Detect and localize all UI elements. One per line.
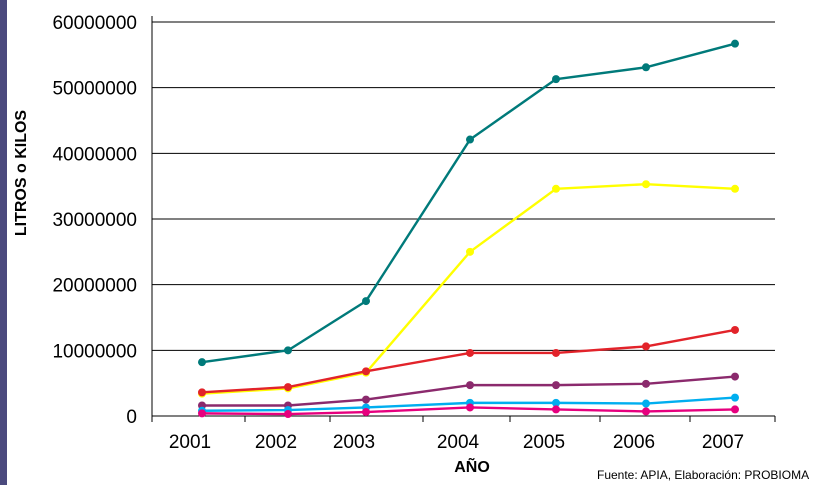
y-axis-title: LITROS o KILOS bbox=[13, 110, 30, 237]
chart-axes bbox=[151, 16, 776, 422]
data-point bbox=[466, 348, 474, 357]
data-point bbox=[362, 395, 370, 404]
series-6 bbox=[198, 403, 739, 419]
data-point bbox=[552, 381, 560, 390]
x-tick-label: 2004 bbox=[437, 432, 480, 453]
x-tick-label: 2001 bbox=[169, 432, 211, 453]
data-point bbox=[284, 346, 292, 355]
x-tick-label: 2005 bbox=[523, 432, 565, 453]
data-point bbox=[642, 63, 650, 72]
data-point bbox=[731, 393, 739, 402]
data-point bbox=[552, 398, 560, 407]
series-3 bbox=[198, 325, 739, 397]
data-point bbox=[362, 408, 370, 417]
data-point bbox=[466, 403, 474, 412]
data-point bbox=[642, 399, 650, 408]
data-point bbox=[198, 358, 206, 367]
grid-lines bbox=[152, 21, 775, 351]
data-point bbox=[642, 342, 650, 351]
y-tick-label: 30000000 bbox=[52, 210, 137, 231]
y-tick-label: 50000000 bbox=[52, 79, 137, 100]
data-point bbox=[731, 405, 739, 414]
x-axis-tick-labels: 2001 2002 2003 2004 2005 2006 2007 bbox=[169, 432, 744, 453]
data-point bbox=[466, 381, 474, 390]
series-line bbox=[201, 42, 736, 364]
series-1 bbox=[198, 39, 739, 367]
data-point bbox=[731, 325, 739, 334]
data-point bbox=[198, 409, 206, 418]
data-point bbox=[642, 407, 650, 416]
data-point bbox=[642, 379, 650, 388]
y-tick-label: 0 bbox=[126, 407, 137, 428]
data-point bbox=[466, 135, 474, 144]
series-line bbox=[201, 182, 736, 395]
data-point bbox=[731, 184, 739, 193]
y-tick-label: 40000000 bbox=[52, 144, 137, 165]
data-series bbox=[198, 39, 739, 419]
x-tick-label: 2003 bbox=[333, 432, 375, 453]
x-tick-label: 2007 bbox=[702, 432, 744, 453]
left-border-strip bbox=[0, 0, 7, 485]
data-point bbox=[198, 388, 206, 397]
data-point bbox=[552, 348, 560, 357]
data-point bbox=[552, 405, 560, 414]
y-tick-label: 20000000 bbox=[52, 276, 137, 297]
y-tick-label: 60000000 bbox=[52, 13, 137, 34]
data-point bbox=[642, 180, 650, 189]
data-point bbox=[731, 39, 739, 48]
data-point bbox=[466, 247, 474, 256]
x-axis-title: AÑO bbox=[454, 456, 490, 476]
data-point bbox=[552, 184, 560, 193]
source-note: Fuente: APIA, Elaboración: PROBIOMA bbox=[597, 468, 809, 482]
series-2 bbox=[198, 180, 739, 398]
data-point bbox=[362, 297, 370, 306]
y-axis-tick-labels: 0 10000000 20000000 30000000 40000000 5000000… bbox=[52, 13, 137, 428]
x-tick-label: 2006 bbox=[613, 432, 655, 453]
data-point bbox=[552, 75, 560, 84]
x-tick-label: 2002 bbox=[255, 432, 297, 453]
data-point bbox=[362, 367, 370, 376]
data-point bbox=[284, 383, 292, 392]
data-point bbox=[284, 410, 292, 419]
data-point bbox=[731, 372, 739, 381]
y-tick-label: 10000000 bbox=[52, 341, 137, 362]
